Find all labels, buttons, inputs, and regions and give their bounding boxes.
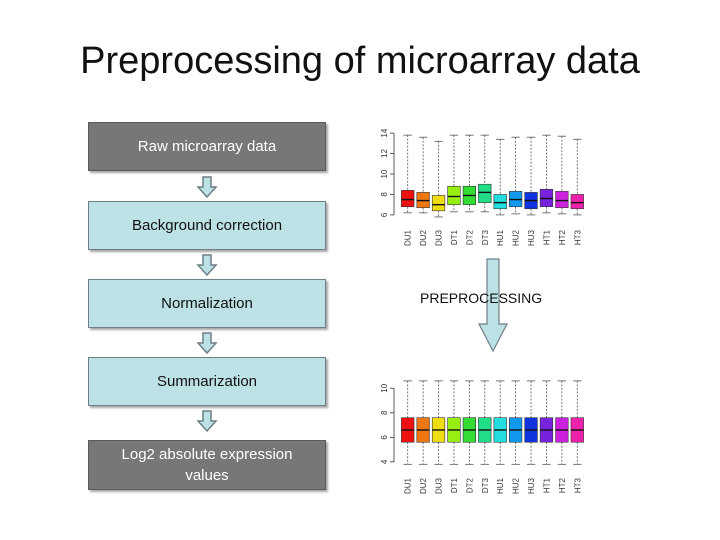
x-tick-label: DT3 bbox=[481, 477, 490, 493]
x-tick-label: DU2 bbox=[419, 229, 428, 246]
y-tick-label: 4 bbox=[380, 459, 389, 464]
y-tick-label: 10 bbox=[380, 383, 389, 392]
down-arrow-icon bbox=[196, 332, 218, 354]
step-summarization: Summarization bbox=[88, 357, 326, 406]
x-tick-label: HU1 bbox=[496, 477, 505, 494]
x-tick-label: DT1 bbox=[450, 229, 459, 245]
x-tick-label: DU1 bbox=[404, 477, 413, 494]
x-tick-label: DU1 bbox=[404, 229, 413, 246]
boxplot-raw: 6 8 10 12 14 DU1 DU2 DU3 DT1 DT2 DT3 HU1 HU2 HU3 HT1 HT… bbox=[380, 128, 584, 246]
x-tick-label: DT3 bbox=[481, 229, 490, 245]
x-tick-label: DU2 bbox=[419, 477, 428, 494]
slide-title: Preprocessing of microarray data bbox=[80, 40, 640, 82]
x-tick-label: HU3 bbox=[527, 477, 536, 494]
step-normalization: Normalization bbox=[88, 279, 326, 328]
box-DU1 bbox=[401, 190, 415, 208]
x-tick-label: HT2 bbox=[558, 477, 567, 493]
y-tick-label: 8 bbox=[380, 410, 389, 415]
y-tick-label: 12 bbox=[380, 149, 389, 158]
y-tick-label: 6 bbox=[380, 212, 389, 217]
x-tick-label: DT2 bbox=[465, 477, 474, 493]
x-tick-label: HT2 bbox=[558, 229, 567, 245]
x-tick-label: DT1 bbox=[450, 477, 459, 493]
step-background-correction: Background correction bbox=[88, 201, 326, 250]
box-DU3 bbox=[431, 195, 446, 212]
down-arrow-icon bbox=[196, 254, 218, 276]
y-tick-label: 8 bbox=[380, 192, 389, 197]
boxplot-normalized: 4 6 8 10 DU1 DU2 DU3 DT1 DT2 DT3 HU1 HU2 HU3 HT1 HT2 HT… bbox=[380, 380, 584, 494]
preprocessing-arrow-icon bbox=[478, 258, 508, 352]
box-DT1 bbox=[447, 185, 461, 205]
down-arrow-icon bbox=[196, 176, 218, 198]
x-tick-label: HT3 bbox=[573, 229, 582, 245]
x-tick-label: HT1 bbox=[542, 229, 551, 245]
y-tick-label: 6 bbox=[380, 435, 389, 440]
box-DT3 bbox=[478, 183, 492, 203]
x-tick-label: DU3 bbox=[435, 477, 444, 494]
y-tick-label: 10 bbox=[380, 169, 389, 178]
step-log2-expression: Log2 absolute expression values bbox=[88, 440, 326, 490]
x-tick-label: HU2 bbox=[512, 229, 521, 246]
box-HU1 bbox=[493, 194, 507, 210]
x-tick-label: HU1 bbox=[496, 229, 505, 246]
x-tick-label: DU3 bbox=[435, 229, 444, 246]
box-HT3 bbox=[570, 194, 584, 210]
y-tick-label: 14 bbox=[380, 128, 389, 137]
x-tick-label: HT3 bbox=[573, 477, 582, 493]
preprocessing-label: PREPROCESSING bbox=[420, 290, 543, 306]
x-tick-label: HT1 bbox=[542, 477, 551, 493]
step-raw-data: Raw microarray data bbox=[88, 122, 326, 171]
box-HT2 bbox=[555, 191, 569, 209]
down-arrow-icon bbox=[196, 410, 218, 432]
x-tick-label: HU3 bbox=[527, 229, 536, 246]
x-tick-label: DT2 bbox=[465, 229, 474, 245]
x-tick-label: HU2 bbox=[512, 477, 521, 494]
